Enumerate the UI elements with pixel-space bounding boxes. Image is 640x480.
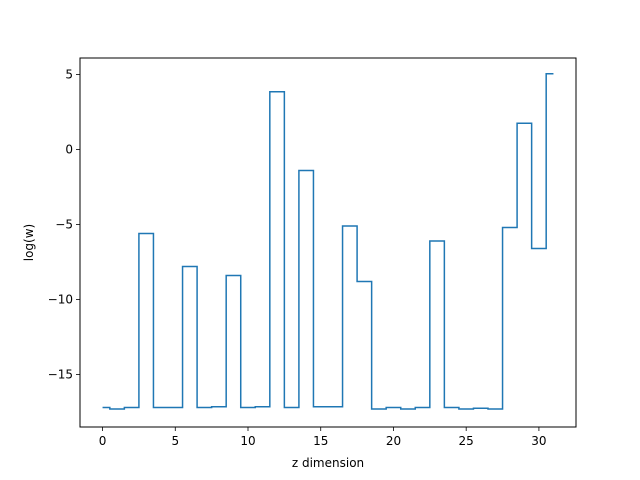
- x-tick-label: 10: [240, 434, 255, 448]
- series-line-0: [102, 73, 554, 410]
- x-tick-label: 20: [386, 434, 401, 448]
- x-tick-label: 25: [459, 434, 474, 448]
- x-axis: 0 5 10 15 20 25 30: [99, 427, 547, 448]
- plot-area: [102, 73, 554, 410]
- axes-frame: [79, 57, 577, 428]
- y-tick-label: 5: [65, 68, 73, 82]
- x-tick-label: 30: [531, 434, 546, 448]
- y-tick-label: −15: [48, 368, 73, 382]
- y-tick-label: 0: [65, 143, 73, 157]
- y-tick-label: −10: [48, 293, 73, 307]
- y-axis-label: log(w): [22, 224, 36, 261]
- x-axis-label: z dimension: [292, 456, 364, 470]
- y-tick-label: −5: [55, 218, 73, 232]
- x-tick-label: 0: [99, 434, 107, 448]
- x-tick-label: 15: [313, 434, 328, 448]
- y-axis: −15 −10 −5 0 5: [48, 68, 80, 382]
- x-tick-label: 5: [171, 434, 179, 448]
